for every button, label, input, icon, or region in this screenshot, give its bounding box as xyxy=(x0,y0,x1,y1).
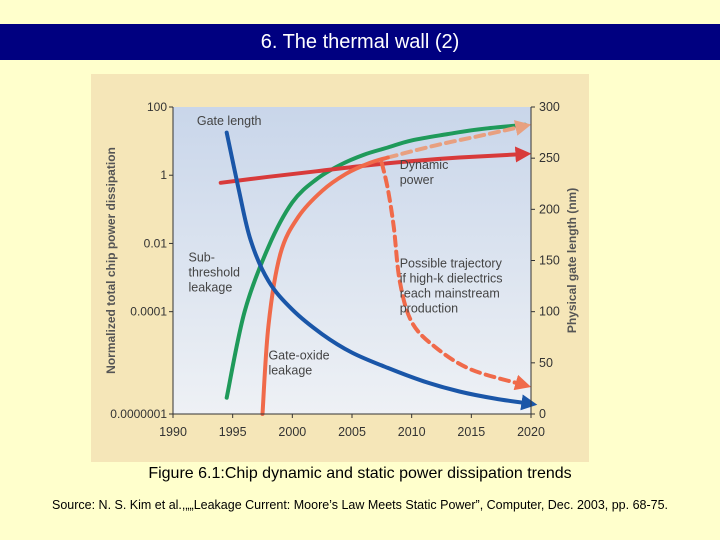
x-tick-label: 1990 xyxy=(159,425,187,439)
right-y-tick-label: 50 xyxy=(539,356,553,370)
power-dissipation-chart: 1990 1995 2000 2005 2010 2015 202010010.010.00… xyxy=(91,74,589,462)
x-tick-label: 2005 xyxy=(338,425,366,439)
right-y-tick-label: 100 xyxy=(539,305,560,319)
right-y-tick-label: 150 xyxy=(539,254,560,268)
right-y-tick-label: 300 xyxy=(539,100,560,114)
x-tick-label: 2020 xyxy=(517,425,545,439)
left-y-axis-title: Normalized total chip power dissipation xyxy=(104,147,118,374)
x-tick-label: 1995 xyxy=(219,425,247,439)
series-line-gate-oxide-leakage xyxy=(260,155,390,416)
annotation-dynamic-power: Dynamic power xyxy=(400,158,449,187)
left-y-tick-label: 0.0001 xyxy=(130,305,167,319)
x-tick-label: 2010 xyxy=(398,425,426,439)
right-y-tick-label: 200 xyxy=(539,202,560,216)
right-y-tick-label: 0 xyxy=(539,407,546,421)
slide-title: 6. The thermal wall (2) xyxy=(260,30,460,53)
source-citation: Source: N. S. Kim et al.,„„Leakage Curre… xyxy=(51,498,669,512)
annotation-gate-length: Gate length xyxy=(197,114,262,128)
left-y-tick-label: 0.01 xyxy=(144,236,168,250)
right-y-tick-label: 250 xyxy=(539,151,560,165)
series-line-gate-length xyxy=(224,130,538,411)
left-y-tick-label: 1 xyxy=(160,168,167,182)
series-line-gate-oxide-leakage-extrapolation xyxy=(385,120,532,160)
series-line-possible-trajectory-if-high-k-dielectrics-reach-mainstream-production xyxy=(379,160,532,391)
figure-caption: Figure 6.1:Chip dynamic and static power… xyxy=(148,465,572,482)
chart-figure: 1990 1995 2000 2005 2010 2015 2020 100 1 0.01 0.00… xyxy=(91,74,589,462)
annotation-sub-threshold-leakage: Sub-threshold leakage xyxy=(189,250,240,294)
left-y-tick-label: 100 xyxy=(147,100,167,114)
annotation-possible-trajectory-if-high-k-dielectrics-reach-mainstream-production: Possible trajectory if high-k dielectrics… xyxy=(400,256,503,315)
right-y-axis-title: Physical gate length (nm) xyxy=(565,188,579,333)
annotation-gate-oxide-leakage: Gate-oxide leakage xyxy=(268,348,329,377)
slide-title-bar: 6. The thermal wall (2) xyxy=(0,24,720,60)
x-tick-label: 2015 xyxy=(457,425,485,439)
left-y-tick-label: 0.0000001 xyxy=(110,407,167,421)
x-tick-label: 2000 xyxy=(278,425,306,439)
